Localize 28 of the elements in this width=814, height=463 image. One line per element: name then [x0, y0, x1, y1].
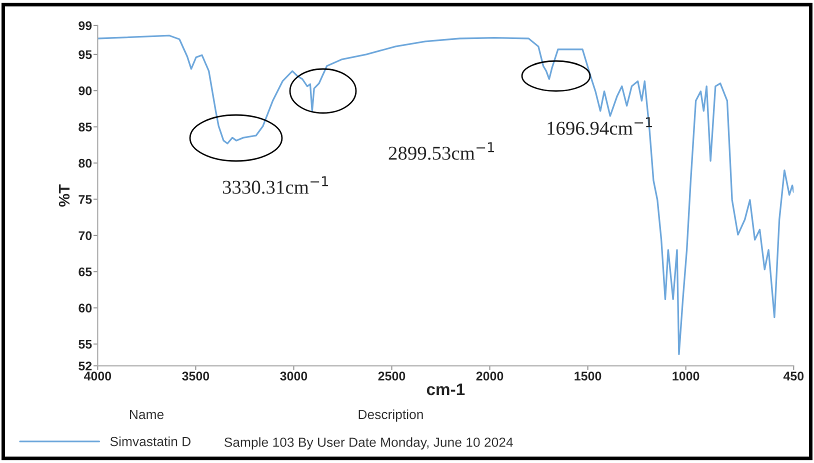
text: Name [130, 410, 164, 420]
x-tick-label: 3000 [280, 372, 308, 381]
x-tick-label: 4000 [84, 372, 112, 381]
y-tick-label: 60 [78, 304, 92, 312]
annotation: 3330.31cm$^{−1}$ [222, 176, 328, 194]
line-series [98, 34, 794, 356]
x-tick-label: 2000 [476, 372, 504, 381]
x-tick-label: 3500 [182, 372, 210, 381]
y-axis-title: %T [58, 184, 70, 207]
x-tick-label: 1000 [672, 372, 700, 381]
text: Sample 103 By User Date Monday, June 10 2024 [224, 437, 513, 450]
y-tick-label: 85 [78, 122, 92, 132]
y-tick-label: 70 [78, 231, 92, 240]
x-tick-label: 1500 [574, 372, 602, 381]
y-tick-label: 99 [78, 21, 92, 30]
y-tick-label: 80 [78, 158, 92, 168]
y-tick-label: 95 [78, 50, 92, 60]
text: Description [358, 409, 423, 422]
annotation: 2899.53cm$^{−1}$ [388, 142, 494, 160]
y-tick-label: 75 [78, 195, 92, 204]
y-tick-label: 55 [78, 340, 92, 349]
x-tick-label: 450 [783, 372, 804, 381]
y-tick-label: 52 [78, 362, 92, 370]
y-tick-label: 65 [78, 267, 92, 276]
x-axis-title: cm-1 [426, 384, 465, 396]
x-tick-label: 2500 [378, 372, 406, 381]
y-tick-label: 90 [78, 86, 92, 96]
text: Simvastatin D [110, 436, 190, 446]
